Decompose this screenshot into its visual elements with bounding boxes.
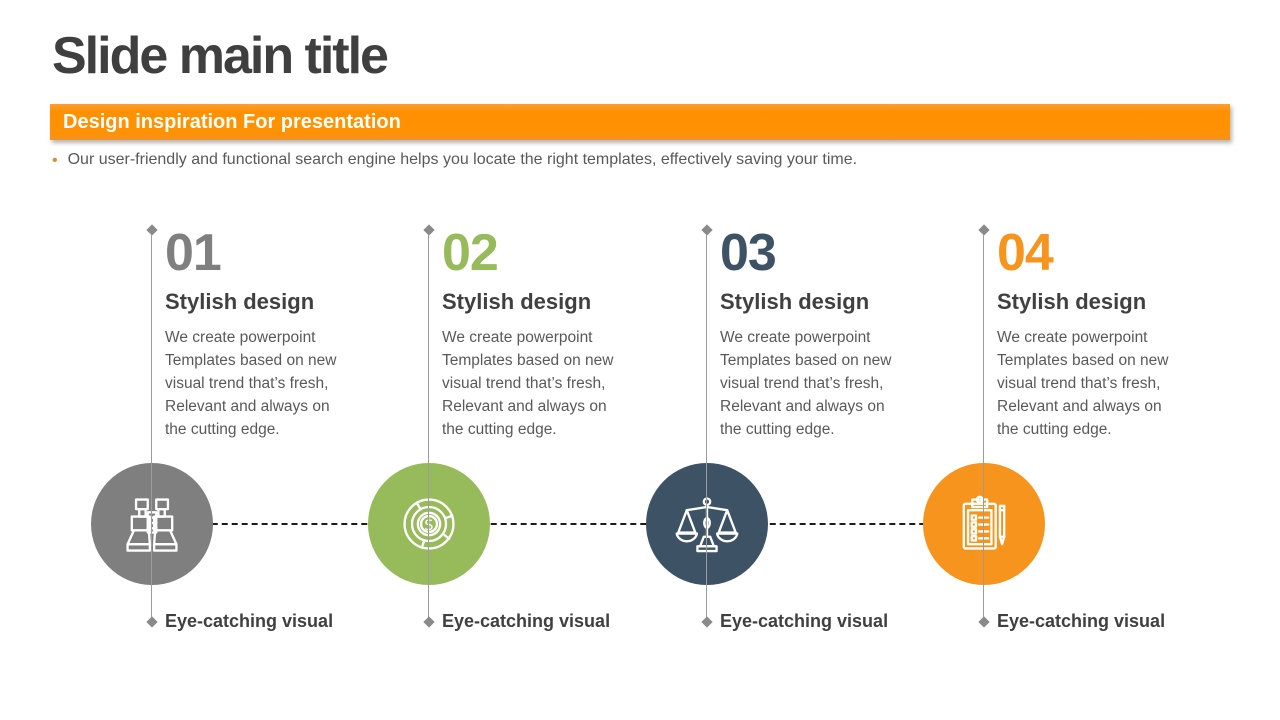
- diamond-marker-top: [701, 224, 713, 236]
- step-body-text: We create powerpoint Templates based on …: [720, 329, 892, 438]
- scales-icon: [675, 497, 739, 553]
- vertical-connector-line: [983, 234, 984, 619]
- intro-bullet-text: Our user-friendly and functional search …: [67, 151, 858, 168]
- diamond-marker-top: [978, 224, 990, 236]
- step-body-text: We create powerpoint Templates based on …: [442, 329, 614, 438]
- page-title: Slide main title: [52, 27, 389, 85]
- step-number: 01: [165, 224, 222, 282]
- step-circle: [646, 463, 768, 585]
- diamond-marker-bottom: [423, 616, 435, 628]
- step-heading: Stylish design: [997, 289, 1147, 314]
- timeline-dashed-connector: [152, 523, 985, 525]
- diamond-marker-top: [146, 224, 158, 236]
- step-heading: Stylish design: [165, 289, 315, 314]
- step-column-3: 03 Stylish design We create powerpoint T…: [645, 224, 923, 645]
- step-footer-label: Eye-catching visual: [997, 611, 1166, 631]
- money-chart-icon: $: [403, 498, 455, 550]
- step-number: 03: [720, 224, 777, 282]
- step-footer-label: Eye-catching visual: [165, 611, 334, 631]
- step-body-text: We create powerpoint Templates based on …: [997, 329, 1169, 438]
- diamond-marker-bottom: [701, 616, 713, 628]
- step-number: 02: [442, 224, 499, 282]
- step-column-2: 02 Stylish design We create powerpoint T…: [367, 224, 645, 645]
- diamond-marker-top: [423, 224, 435, 236]
- step-circle: [91, 463, 213, 585]
- step-footer-label: Eye-catching visual: [720, 611, 889, 631]
- vertical-connector-line: [428, 234, 429, 619]
- svg-text:$: $: [424, 515, 434, 534]
- step-circle: $: [368, 463, 490, 585]
- section-banner-label: Design inspiration For presentation: [63, 110, 401, 133]
- step-heading: Stylish design: [720, 289, 870, 314]
- step-column-1: 01 Stylish design We create powerpoint T…: [90, 224, 368, 645]
- step-footer-label: Eye-catching visual: [442, 611, 611, 631]
- intro-bullet: • Our user-friendly and functional searc…: [52, 151, 857, 171]
- step-heading: Stylish design: [442, 289, 592, 314]
- vertical-connector-line: [151, 234, 152, 619]
- step-column-4: 04 Stylish design We create powerpoint T…: [922, 224, 1200, 645]
- clipboard-icon: [962, 495, 1006, 550]
- step-circle: [923, 463, 1045, 585]
- bullet-icon: •: [52, 152, 58, 169]
- step-body-text: We create powerpoint Templates based on …: [165, 329, 337, 438]
- vertical-connector-line: [706, 234, 707, 619]
- binoculars-icon: [126, 498, 178, 552]
- diamond-marker-bottom: [978, 616, 990, 628]
- step-number: 04: [997, 224, 1054, 282]
- diamond-marker-bottom: [146, 616, 158, 628]
- section-banner: Design inspiration For presentation: [50, 104, 1230, 140]
